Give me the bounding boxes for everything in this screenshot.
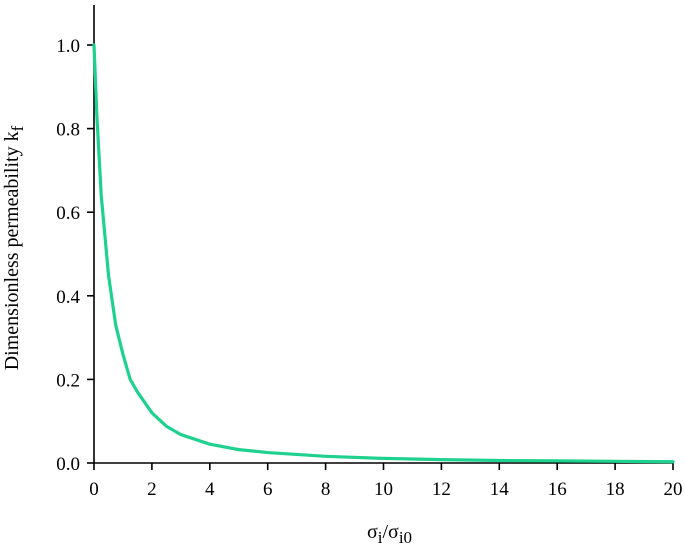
y-tick-label: 1.0 [56,36,80,57]
x-axis-title-main: σ [367,521,378,543]
x-ticks: 0 2 4 6 8 10 12 14 16 18 20 [89,463,683,500]
x-tick-label: 4 [205,479,215,500]
x-axis-title-sub1: i [378,528,383,547]
y-tick-label: 0.0 [56,454,80,475]
y-tick-label: 0.4 [56,287,80,308]
y-tick-label: 0.2 [56,370,80,391]
x-tick-label: 2 [147,479,157,500]
x-tick-label: 20 [664,479,683,500]
x-tick-label: 18 [606,479,625,500]
x-tick-label: 10 [374,479,393,500]
x-axis-title-mid: /σ [382,521,399,543]
series-line [92,43,675,464]
series-layer [92,43,675,464]
y-axis-title: Dimensionless permeability kf [1,125,27,370]
x-tick-label: 8 [321,479,331,500]
x-axis-title: σi/σi0 [367,521,412,547]
y-tick-label: 0.8 [56,120,80,141]
y-axis-title-sub: f [8,125,27,131]
x-tick-label: 14 [490,479,510,500]
x-tick-label: 16 [548,479,567,500]
y-tick-label: 0.6 [56,203,80,224]
x-tick-label: 6 [263,479,273,500]
x-tick-label: 12 [432,479,451,500]
y-axis-title-main: Dimensionless permeability k [1,131,23,370]
axes [93,5,673,464]
x-tick-label: 0 [89,479,99,500]
x-axis-title-sub2: i0 [399,528,412,547]
y-ticks: 0.0 0.2 0.4 0.6 0.8 1.0 [56,36,94,475]
